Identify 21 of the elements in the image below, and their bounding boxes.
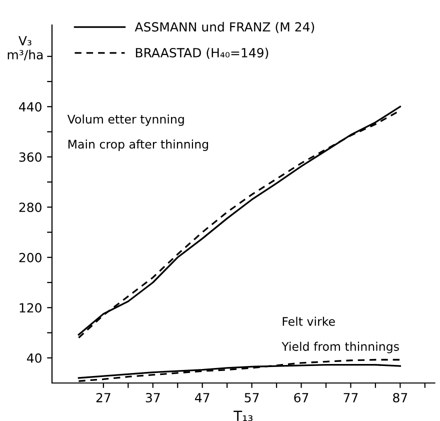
legend-label: BRAASTAD (H₄₀=149)	[136, 48, 268, 59]
y-axis-title: V₃ m³/ha	[8, 36, 43, 60]
legend-label: ASSMANN und FRANZ (M 24)	[134, 22, 314, 34]
y-tick-label: 200	[19, 252, 42, 262]
x-axis-title: T₁₃	[234, 410, 253, 421]
y-tick-label: 280	[19, 202, 42, 212]
x-tick-label: 27	[96, 392, 110, 402]
annotation: Felt virke	[282, 316, 335, 326]
x-tick-label: 37	[146, 392, 160, 402]
annotation: Main crop after thinning	[68, 140, 208, 151]
annotation: Volum etter tynning	[67, 114, 184, 126]
x-tick-label: 57	[244, 393, 259, 402]
annotation: Yield from thinnings	[282, 342, 399, 354]
x-tick-label: 87	[393, 392, 408, 402]
x-tick-label: 77	[344, 393, 358, 402]
y-tick-label: 360	[19, 152, 42, 162]
y-tick-label: 40	[26, 353, 42, 363]
y-tick-label: 120	[20, 303, 42, 313]
x-tick-label: 67	[294, 392, 308, 402]
x-tick-label: 47	[195, 393, 210, 402]
y-tick-label: 440	[19, 102, 42, 112]
